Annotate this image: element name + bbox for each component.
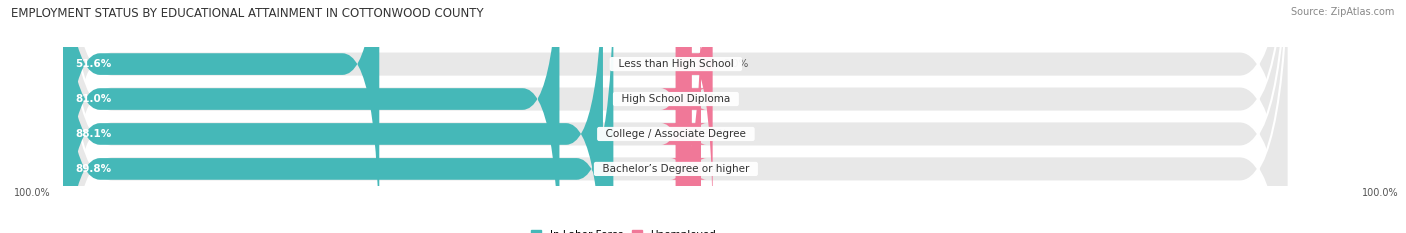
Text: 89.8%: 89.8% (76, 164, 111, 174)
Text: 88.1%: 88.1% (76, 129, 111, 139)
Text: Source: ZipAtlas.com: Source: ZipAtlas.com (1291, 7, 1395, 17)
FancyBboxPatch shape (63, 0, 380, 233)
FancyBboxPatch shape (63, 0, 1289, 233)
Text: 100.0%: 100.0% (1362, 188, 1399, 198)
Text: 81.0%: 81.0% (76, 94, 111, 104)
FancyBboxPatch shape (661, 0, 706, 233)
FancyBboxPatch shape (63, 0, 1289, 233)
FancyBboxPatch shape (676, 0, 713, 228)
FancyBboxPatch shape (63, 0, 1289, 233)
Text: Bachelor’s Degree or higher: Bachelor’s Degree or higher (596, 164, 756, 174)
FancyBboxPatch shape (661, 0, 706, 233)
Text: High School Diploma: High School Diploma (614, 94, 737, 104)
Text: 2.5%: 2.5% (700, 94, 727, 104)
Text: EMPLOYMENT STATUS BY EDUCATIONAL ATTAINMENT IN COTTONWOOD COUNTY: EMPLOYMENT STATUS BY EDUCATIONAL ATTAINM… (11, 7, 484, 20)
Text: 4.1%: 4.1% (710, 164, 737, 174)
FancyBboxPatch shape (63, 0, 560, 233)
FancyBboxPatch shape (63, 0, 1289, 233)
FancyBboxPatch shape (671, 5, 706, 233)
Text: 100.0%: 100.0% (14, 188, 51, 198)
FancyBboxPatch shape (63, 0, 613, 233)
Text: 6.0%: 6.0% (721, 59, 748, 69)
Text: 2.6%: 2.6% (702, 129, 727, 139)
Legend: In Labor Force, Unemployed: In Labor Force, Unemployed (530, 230, 716, 233)
Text: Less than High School: Less than High School (612, 59, 740, 69)
Text: College / Associate Degree: College / Associate Degree (599, 129, 752, 139)
Text: 51.6%: 51.6% (76, 59, 111, 69)
FancyBboxPatch shape (63, 0, 603, 233)
